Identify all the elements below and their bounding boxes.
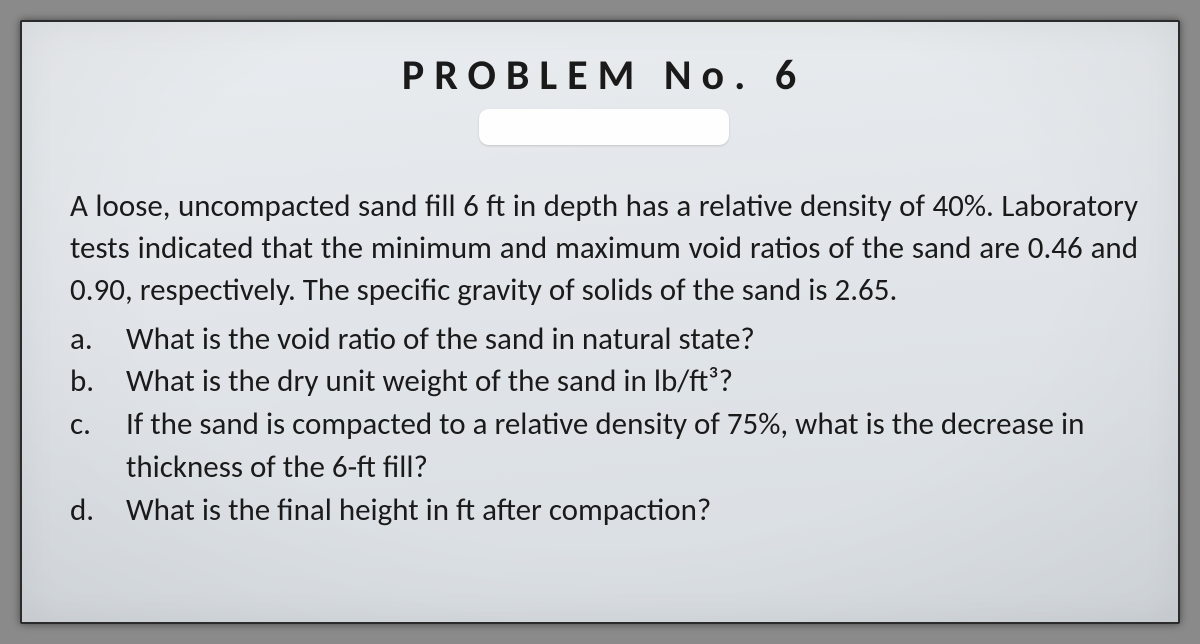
- question-label-c: c.: [70, 403, 126, 489]
- question-list: a. What is the void ratio of the sand in…: [70, 318, 1138, 532]
- redaction-block: [479, 109, 729, 145]
- question-label-b: b.: [70, 360, 126, 403]
- question-label-a: a.: [70, 318, 126, 361]
- question-text-c: If the sand is compacted to a relative d…: [126, 403, 1138, 489]
- question-b: b. What is the dry unit weight of the sa…: [70, 360, 1138, 403]
- problem-page: PROBLEM No. 6 A loose, uncompacted sand …: [20, 20, 1180, 624]
- problem-statement: A loose, uncompacted sand fill 6 ft in d…: [70, 186, 1138, 312]
- question-d: d. What is the final height in ft after …: [70, 489, 1138, 532]
- question-text-b: What is the dry unit weight of the sand …: [126, 360, 1138, 403]
- redaction-wrap: [70, 109, 1138, 150]
- question-label-d: d.: [70, 489, 126, 532]
- question-a: a. What is the void ratio of the sand in…: [70, 318, 1138, 361]
- question-c: c. If the sand is compacted to a relativ…: [70, 403, 1138, 489]
- question-text-d: What is the final height in ft after com…: [126, 489, 1138, 532]
- problem-title: PROBLEM No. 6: [70, 50, 1138, 101]
- question-text-a: What is the void ratio of the sand in na…: [126, 318, 1138, 361]
